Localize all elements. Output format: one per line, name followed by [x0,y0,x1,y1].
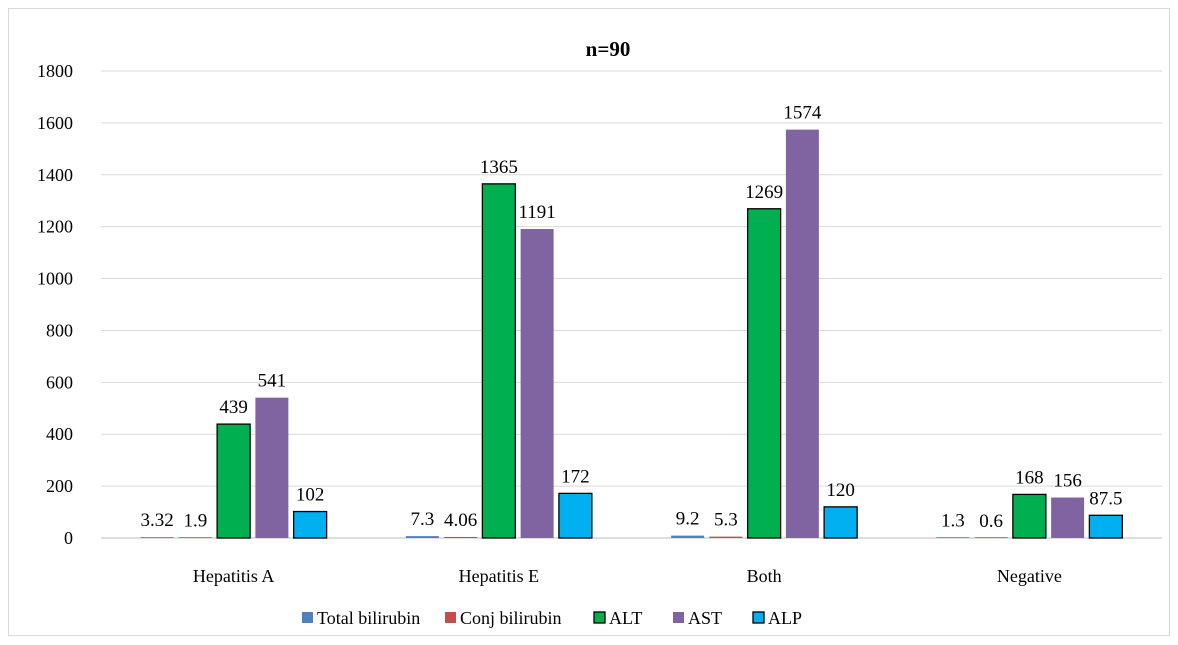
legend-item: ALP [752,608,802,628]
chart-frame: n=90 0 200 400 600 800 1000 1200 1400 1600 1800 3… [8,8,1170,636]
data-label: 1365 [480,157,518,178]
y-tick-label: 1400 [37,165,73,185]
legend-swatch [302,612,313,623]
bar [746,208,782,539]
bar [178,537,212,538]
legend-item: Total bilirubin [302,608,420,628]
data-label: 102 [296,485,325,506]
legend-swatch [593,611,606,624]
bar [520,229,554,539]
category-label: Negative [997,566,1062,586]
bar [140,537,174,538]
legend-item: Conj bilirubin [445,608,562,628]
bar [558,492,593,539]
data-label: 7.3 [411,509,435,530]
legend-label: AST [688,608,722,628]
data-label: 9.2 [676,509,700,530]
legend-swatch [673,612,684,623]
legend-item: AST [673,608,722,628]
legend-label: Total bilirubin [317,608,420,628]
bar [216,423,251,539]
bar [292,510,328,539]
legend-swatch [752,611,765,624]
y-tick-label: 400 [46,424,73,444]
data-label: 1191 [518,202,555,223]
y-tick-label: 800 [46,320,73,340]
bar [255,397,289,538]
data-label: 156 [1053,471,1082,492]
legend-label: ALT [609,608,642,628]
y-tick-label: 1800 [37,61,73,81]
category-label: Hepatitis E [459,566,539,586]
bar-chart: n=90 0 200 400 600 800 1000 1200 1400 1600 1800 3… [37,37,1162,628]
category-label: Hepatitis A [193,566,275,586]
data-label: 1.9 [184,511,208,532]
data-label: 87.5 [1089,488,1122,509]
chart-title: n=90 [586,37,631,61]
data-label: 1269 [745,182,783,203]
category-label: Both [747,566,782,586]
data-label: 120 [826,480,855,501]
bar [1051,497,1085,538]
y-tick-label: 200 [46,476,73,496]
bar [709,536,743,538]
y-tick-label: 1000 [37,269,73,289]
data-label: 4.06 [444,510,477,531]
bar [671,535,705,538]
bar [1012,493,1047,539]
y-tick-label: 600 [46,372,73,392]
bar [974,537,1008,538]
bar [1088,514,1124,539]
legend-label: ALP [768,608,802,628]
bar [823,506,858,539]
legend-label: Conj bilirubin [460,608,562,628]
y-tick-label: 0 [64,528,73,548]
data-label: 541 [258,371,287,392]
bar [936,537,970,538]
bar [785,129,819,538]
legend-swatch [445,612,456,623]
bar [405,536,439,538]
data-label: 168 [1015,467,1044,488]
data-label: 0.6 [979,511,1003,532]
y-tick-label: 1200 [37,217,73,237]
bar [481,183,517,539]
y-tick-label: 1600 [37,113,73,133]
data-label: 5.3 [714,510,738,531]
data-label: 172 [561,466,590,487]
data-label: 3.32 [141,510,174,531]
bar [444,536,478,538]
data-label: 439 [219,397,248,418]
legend-item: ALT [593,608,642,628]
data-label: 1574 [783,103,822,124]
data-label: 1.3 [941,511,965,532]
